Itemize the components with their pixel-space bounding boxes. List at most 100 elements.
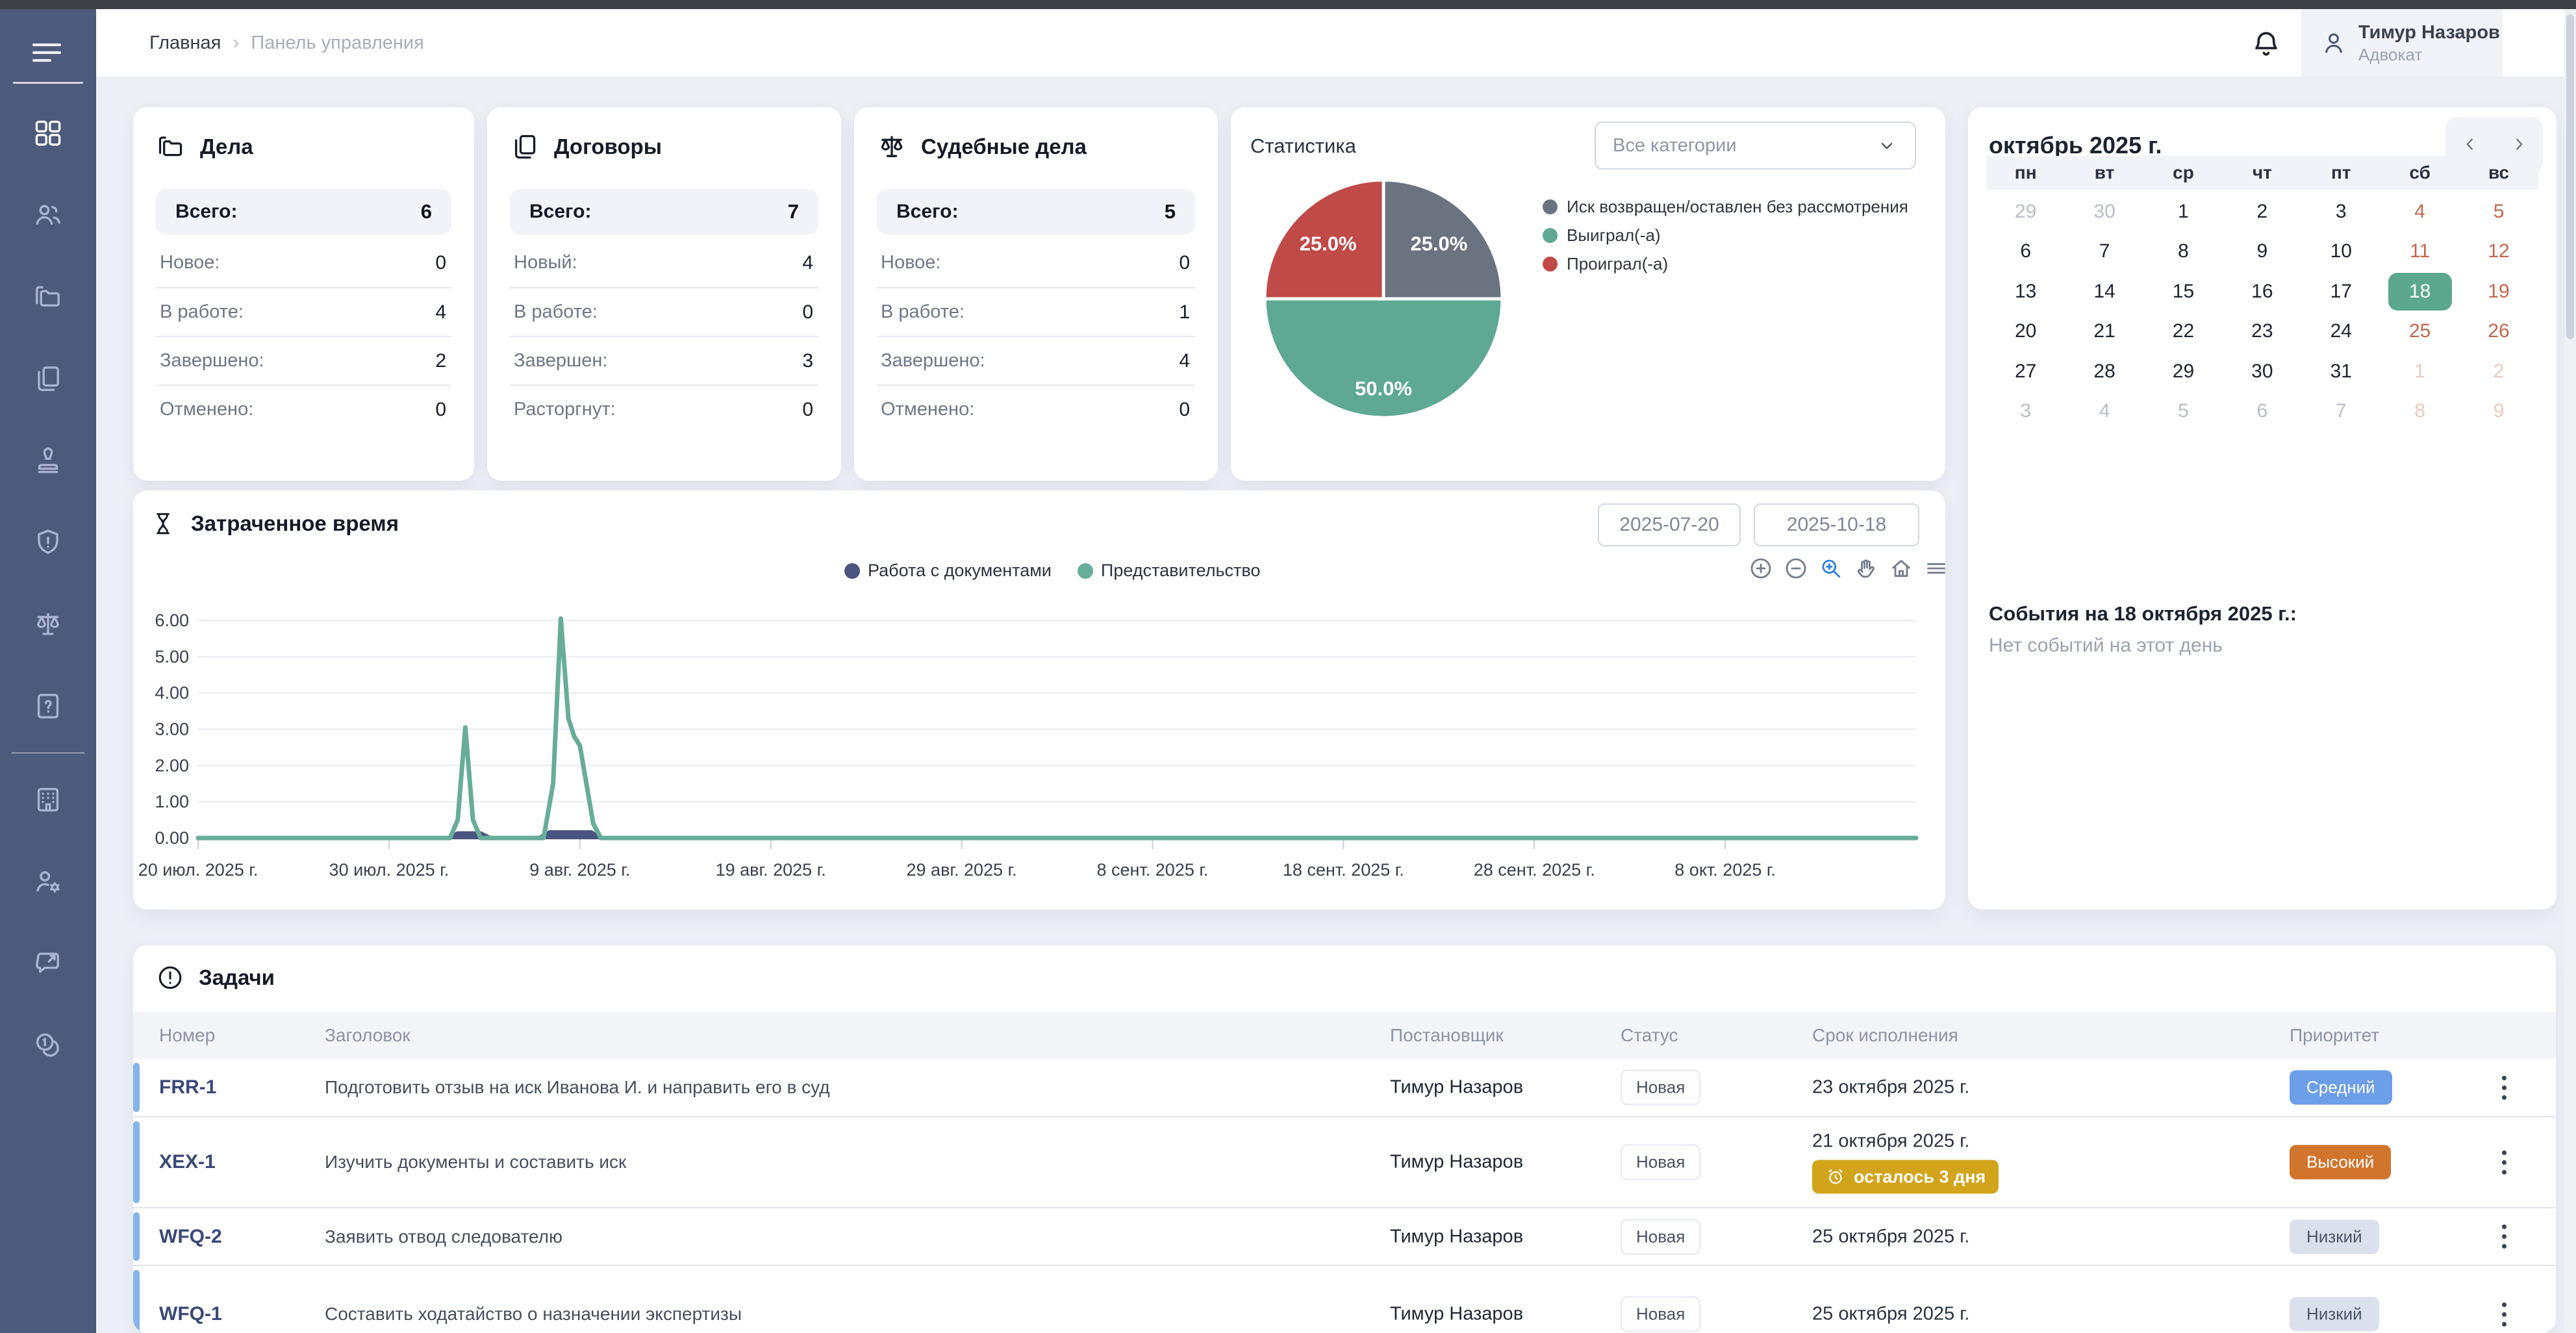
calendar-day[interactable]: 3 [1986, 392, 2065, 432]
calendar-day[interactable]: 2 [2223, 192, 2301, 232]
calendar-day[interactable]: 30 [2223, 351, 2301, 392]
calendar-day[interactable]: 29 [2144, 351, 2223, 392]
calendar-day[interactable]: 12 [2459, 232, 2538, 272]
calendar-day[interactable]: 23 [2223, 312, 2301, 352]
user-menu[interactable]: Тимур Назаров Адвокат [2301, 9, 2503, 77]
alert-circle-icon [156, 963, 184, 992]
task-id[interactable]: FRR-1 [159, 1076, 216, 1098]
calendar-day[interactable]: 15 [2144, 272, 2223, 312]
task-id[interactable]: WFQ-1 [159, 1303, 222, 1325]
calendar-day[interactable]: 14 [2065, 272, 2143, 312]
chart-tool-menu-bars-button[interactable] [1923, 555, 1950, 583]
time-legend-item[interactable]: Представительство [1078, 561, 1261, 581]
calendar-day[interactable]: 7 [2065, 232, 2143, 272]
summary-card-Дела: ДелаВсего:6Новое:0В работе:4Завершено:2О… [133, 107, 474, 481]
chart-tool-zoom-out-button[interactable] [1782, 555, 1810, 583]
calendar-day[interactable]: 30 [2065, 192, 2143, 232]
calendar-day[interactable]: 4 [2065, 392, 2143, 432]
calendar-day[interactable]: 25 [2380, 312, 2459, 352]
sidebar-divider [12, 752, 84, 754]
calendar-day[interactable]: 8 [2144, 232, 2223, 272]
calendar-day-selected[interactable]: 18 [2380, 272, 2459, 312]
task-actions-button[interactable] [2491, 1143, 2517, 1182]
sidebar-item-personnel[interactable] [0, 841, 96, 922]
sidebar-item-cases[interactable] [0, 256, 96, 338]
task-actions-button[interactable] [2491, 1068, 2517, 1107]
calendar-day[interactable]: 19 [2459, 272, 2538, 312]
calendar-day[interactable]: 1 [2144, 192, 2223, 232]
calendar-day[interactable]: 11 [2380, 232, 2459, 272]
task-accent-bar [133, 1212, 140, 1261]
table-row[interactable]: FRR-1 Подготовить отзыв на иск Иванова И.… [133, 1059, 2556, 1116]
calendar-day[interactable]: 6 [2223, 392, 2301, 432]
calendar-day[interactable]: 9 [2459, 392, 2538, 432]
calendar-day[interactable]: 5 [2144, 392, 2223, 432]
sidebar-item-stamp[interactable] [0, 420, 96, 501]
breadcrumb-home-link[interactable]: Главная [149, 32, 221, 54]
calendar-day[interactable]: 29 [1986, 192, 2065, 232]
table-row[interactable]: WFQ-1 Составить ходатайство о назначении … [133, 1265, 2556, 1333]
date-to-input[interactable] [1754, 503, 1919, 546]
tasks-column-header: Статус [1621, 1025, 1678, 1046]
sidebar-toggle-button[interactable] [25, 32, 69, 74]
sidebar-item-court-cases[interactable] [0, 583, 96, 665]
task-actions-button[interactable] [2491, 1217, 2517, 1256]
task-actions-button[interactable] [2491, 1295, 2517, 1333]
date-from-input[interactable] [1598, 503, 1741, 546]
chart-tool-box-zoom-button[interactable] [1817, 555, 1845, 583]
page-scrollbar[interactable] [2564, 9, 2576, 1333]
x-tick-label: 8 сент. 2025 г. [1096, 860, 1208, 880]
breadcrumb-current: Панель управления [251, 32, 423, 54]
calendar-day[interactable]: 2 [2459, 351, 2538, 392]
sidebar-item-risks[interactable] [0, 501, 96, 583]
calendar-week-row: 293012345 [1986, 192, 2538, 232]
calendar-day[interactable]: 3 [2302, 192, 2380, 232]
notifications-button[interactable] [2249, 27, 2283, 61]
calendar-day[interactable]: 27 [1986, 351, 2065, 392]
calendar-day[interactable]: 21 [2065, 312, 2143, 352]
x-tick-label: 20 июл. 2025 г. [138, 860, 259, 880]
task-title[interactable]: Составить ходатайство о назначении экспе… [325, 1304, 742, 1325]
calendar-day[interactable]: 1 [2380, 351, 2459, 392]
stat-row-label: Завершено: [881, 350, 985, 372]
sidebar-item-clients[interactable] [0, 174, 96, 256]
tasks-column-header: Заголовок [325, 1025, 410, 1046]
table-row[interactable]: WFQ-2Заявить отвод следователюТимур Наза… [133, 1207, 2556, 1265]
alarm-clock-icon [1825, 1167, 1846, 1187]
task-id[interactable]: XEX-1 [159, 1151, 216, 1173]
top-header: Главная › Панель управления Тимур Назаро… [96, 9, 2576, 78]
chart-tool-home-button[interactable] [1888, 555, 1915, 583]
sidebar-item-contracts[interactable] [0, 338, 96, 420]
task-title[interactable]: Подготовить отзыв на иск Иванова И. и на… [325, 1077, 830, 1098]
calendar-day[interactable]: 4 [2380, 192, 2459, 232]
calendar-day[interactable]: 28 [2065, 351, 2143, 392]
chart-tool-zoom-in-button[interactable] [1747, 555, 1774, 583]
calendar-day[interactable]: 10 [2302, 232, 2380, 272]
calendar-day[interactable]: 31 [2302, 351, 2380, 392]
calendar-day[interactable]: 20 [1986, 312, 2065, 352]
sidebar-item-billing[interactable] [0, 1004, 96, 1086]
calendar-day[interactable]: 6 [1986, 232, 2065, 272]
calendar-day[interactable]: 8 [2380, 392, 2459, 432]
sidebar-item-requests[interactable] [0, 665, 96, 747]
calendar-day[interactable]: 26 [2459, 312, 2538, 352]
scrollbar-thumb[interactable] [2566, 14, 2574, 339]
sidebar-item-office[interactable] [0, 759, 96, 841]
sidebar-item-feedback[interactable] [0, 922, 96, 1004]
time-legend-item[interactable]: Работа с документами [844, 561, 1052, 581]
calendar-day[interactable]: 9 [2223, 232, 2301, 272]
calendar-day[interactable]: 5 [2459, 192, 2538, 232]
calendar-day[interactable]: 22 [2144, 312, 2223, 352]
calendar-day[interactable]: 13 [1986, 272, 2065, 312]
calendar-day[interactable]: 7 [2302, 392, 2380, 432]
chart-tool-pan-button[interactable] [1852, 555, 1880, 583]
coins-icon [32, 1030, 64, 1061]
sidebar-item-dashboard[interactable] [0, 92, 96, 174]
calendar-day[interactable]: 17 [2302, 272, 2380, 312]
task-title[interactable]: Изучить документы и составить иск [325, 1152, 626, 1173]
calendar-day[interactable]: 24 [2302, 312, 2380, 352]
table-row[interactable]: XEX-1Изучить документы и составить искТи… [133, 1116, 2556, 1207]
task-title[interactable]: Заявить отвод следователю [325, 1226, 562, 1247]
calendar-day[interactable]: 16 [2223, 272, 2301, 312]
task-id[interactable]: WFQ-2 [159, 1226, 222, 1248]
